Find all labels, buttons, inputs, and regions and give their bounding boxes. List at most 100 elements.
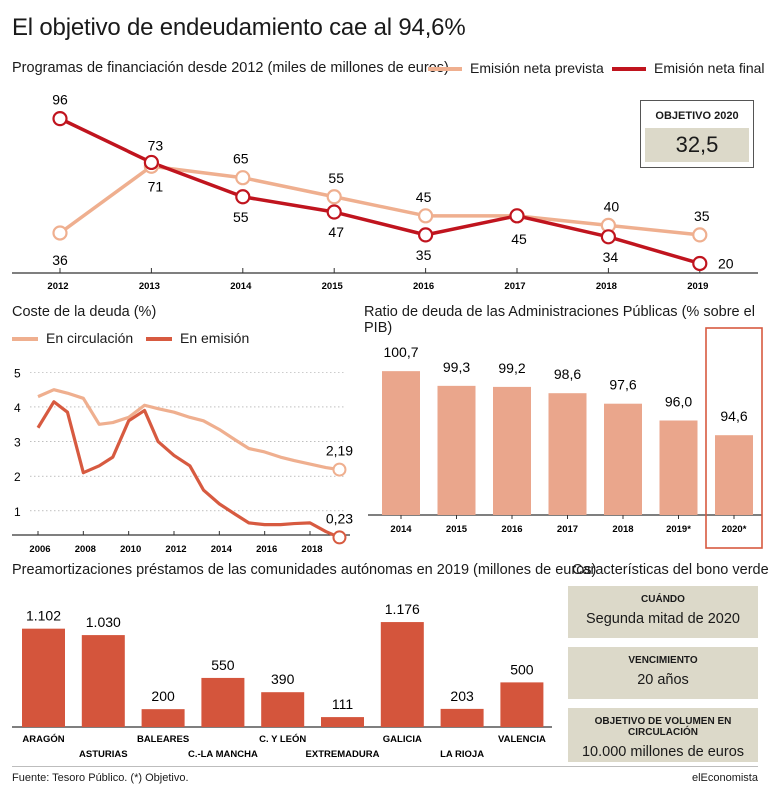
y-tick-label: 5 xyxy=(14,366,21,380)
data-label-final: 73 xyxy=(148,137,164,153)
bar-2020* xyxy=(715,435,753,515)
bar-value-label: 98,6 xyxy=(554,366,581,382)
bar-2015 xyxy=(437,385,476,515)
bono-venc-box: VENCIMIENTO 20 años xyxy=(568,647,758,699)
x-category-label: LA RIOJA xyxy=(440,749,484,760)
legend-prevista-label: Emisión neta prevista xyxy=(470,60,604,76)
x-tick-label: 2014 xyxy=(390,524,412,535)
data-label-final: 96 xyxy=(52,92,68,108)
bar-value-label: 97,6 xyxy=(609,377,636,393)
point-final xyxy=(326,204,342,220)
bar-value-label: 111 xyxy=(332,696,353,712)
data-label-final: 20 xyxy=(718,255,734,271)
bar-2019* xyxy=(659,420,698,515)
bar-ARAGÓN xyxy=(22,628,65,727)
point-final xyxy=(235,189,251,205)
data-label-prevista: 55 xyxy=(328,170,344,186)
bar-C. Y LEÓN xyxy=(261,692,305,727)
end-point-circulacion xyxy=(332,462,347,477)
bono-obj-box: OBJETIVO DE VOLUMEN EN CIRCULACIÓN 10.00… xyxy=(568,708,758,762)
point-prevista xyxy=(52,225,68,241)
x-category-label: ASTURIAS xyxy=(79,749,128,760)
x-tick-label: 2012 xyxy=(47,281,68,292)
x-tick-label: 2016 xyxy=(501,524,522,535)
data-label-prevista: 71 xyxy=(148,178,164,194)
point-final xyxy=(600,229,617,245)
x-tick-label: 2006 xyxy=(29,544,50,555)
x-tick-label: 2012 xyxy=(165,544,186,555)
legend-final-label: Emisión neta final xyxy=(654,60,765,76)
legend-emis: En emisión xyxy=(146,330,249,346)
point-prevista xyxy=(418,208,434,224)
ratio-subtitle: Ratio de deuda de las Administraciones P… xyxy=(364,304,755,336)
bar-2016 xyxy=(493,386,531,515)
bar-VALENCIA xyxy=(500,682,544,727)
bar-value-label: 96,0 xyxy=(665,394,692,410)
bar-value-label: 550 xyxy=(211,657,235,673)
x-tick-label: 2018 xyxy=(612,524,633,535)
programas-subtitle: Programas de financiación desde 2012 (mi… xyxy=(12,60,449,76)
end-point-emision xyxy=(332,530,347,545)
x-tick-label: 2014 xyxy=(211,544,233,555)
data-label-prevista: 45 xyxy=(416,189,432,205)
bar-value-label: 1.102 xyxy=(26,608,61,624)
preamort-subtitle: Preamortizaciones préstamos de las comun… xyxy=(12,562,597,578)
bar-value-label: 1.176 xyxy=(385,601,420,617)
data-label-final: 47 xyxy=(328,224,344,240)
legend-prevista-swatch xyxy=(428,67,462,72)
data-label-prevista: 40 xyxy=(604,198,620,214)
bar-value-label: 203 xyxy=(450,688,474,704)
data-label-final: 45 xyxy=(511,231,527,247)
series-line-final xyxy=(59,117,701,266)
legend-prevista: Emisión neta prevista xyxy=(428,60,604,76)
y-tick-label: 1 xyxy=(14,505,21,519)
data-label-final: 55 xyxy=(233,209,249,225)
x-tick-label: 2010 xyxy=(120,544,141,555)
bar-value-label: 94,6 xyxy=(720,408,747,424)
point-final xyxy=(418,227,434,243)
x-tick-label: 2019* xyxy=(666,524,691,535)
bar-LA RIOJA xyxy=(440,708,484,727)
bono-venc-label: VENCIMIENTO xyxy=(628,655,698,666)
x-category-label: BALEARES xyxy=(137,734,189,745)
bono-obj-label: OBJETIVO DE VOLUMEN EN CIRCULACIÓN xyxy=(594,716,732,738)
objetivo-value: 32,5 xyxy=(645,128,749,162)
page-title: El objetivo de endeudamiento cae al 94,6… xyxy=(12,14,466,41)
footer-rule xyxy=(12,766,758,767)
programas-chart: 2012 2013 2014 2015 2016 2017 2018 2019 36 71 65 55… xyxy=(12,92,758,292)
bono-title: Características del bono verde xyxy=(572,562,769,578)
bono-cuando-value: Segunda mitad de 2020 xyxy=(586,611,740,627)
x-category-label: C. Y LEÓN xyxy=(259,733,306,745)
x-tick-label: 2020* xyxy=(722,524,747,535)
bar-2018 xyxy=(604,403,642,515)
y-tick-label: 3 xyxy=(14,436,21,450)
highlight-2020-box xyxy=(705,327,763,549)
x-tick-label: 2014 xyxy=(230,281,252,292)
x-tick-label: 2018 xyxy=(596,281,617,292)
x-category-label: VALENCIA xyxy=(498,734,546,745)
x-tick-label: 2013 xyxy=(139,281,160,292)
x-tick-label: 2015 xyxy=(446,524,468,535)
point-final xyxy=(143,154,159,171)
x-tick-label: 2018 xyxy=(301,544,322,555)
x-tick-label: 2016 xyxy=(413,281,434,292)
legend-emis-swatch xyxy=(146,337,172,342)
point-prevista xyxy=(326,189,342,205)
end-label-emision: 0,23 xyxy=(326,510,353,526)
bono-cuando-label: CUÁNDO xyxy=(641,594,685,605)
bar-value-label: 500 xyxy=(510,661,534,677)
coste-chart: 1 2 3 4 5 2006 2008 2010 2012 2014 2016 2018 2,19 0,2… xyxy=(12,366,353,555)
point-prevista xyxy=(692,227,708,243)
legend-emis-label: En emisión xyxy=(180,330,250,346)
objetivo-box: OBJETIVO 2020 32,5 xyxy=(640,100,754,168)
series-line-emision xyxy=(36,400,341,539)
bar-value-label: 1.030 xyxy=(86,614,121,630)
bar-BALEARES xyxy=(141,709,185,727)
x-category-label: C.-LA MANCHA xyxy=(188,749,258,760)
end-label-circulacion: 2,19 xyxy=(326,443,353,459)
bar-value-label: 100,7 xyxy=(383,344,418,360)
data-label-prevista: 65 xyxy=(233,151,249,167)
data-label-prevista: 36 xyxy=(52,252,68,268)
bar-value-label: 99,2 xyxy=(498,360,525,376)
x-tick-label: 2019 xyxy=(687,281,708,292)
